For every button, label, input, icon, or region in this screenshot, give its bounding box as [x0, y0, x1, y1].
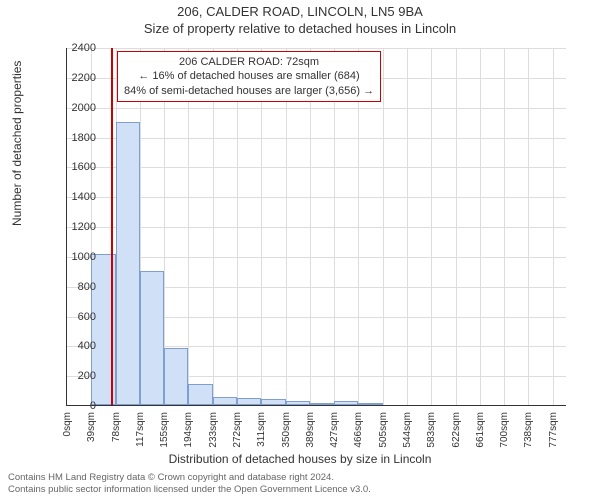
x-tick-label: 544sqm	[402, 412, 413, 448]
y-tick-label: 1600	[56, 161, 96, 173]
x-tick-label: 311sqm	[256, 412, 267, 447]
y-tick-label: 2400	[56, 42, 96, 54]
x-tick-label: 78sqm	[111, 412, 122, 442]
y-tick-label: 0	[56, 400, 96, 412]
gridline-v	[431, 48, 432, 405]
gridline-h	[67, 257, 566, 258]
histogram-bar	[237, 398, 261, 405]
y-tick-label: 600	[56, 311, 96, 323]
property-marker-line	[111, 48, 113, 405]
chart-container: 206, CALDER ROAD, LINCOLN, LN5 9BA Size …	[0, 0, 600, 500]
histogram-bar	[334, 401, 358, 405]
y-tick-label: 2000	[56, 102, 96, 114]
x-tick-label: 350sqm	[281, 412, 292, 448]
x-tick-label: 777sqm	[548, 412, 559, 448]
gridline-h	[67, 197, 566, 198]
x-tick-label: 466sqm	[353, 412, 364, 448]
x-axis-label: Distribution of detached houses by size …	[0, 452, 600, 466]
gridline-v	[456, 48, 457, 405]
histogram-bar	[310, 403, 334, 405]
info-line2: ← 16% of detached houses are smaller (68…	[124, 69, 374, 83]
x-tick-label: 117sqm	[135, 412, 146, 447]
histogram-bar	[286, 401, 310, 405]
info-line1: 206 CALDER ROAD: 72sqm	[124, 55, 374, 69]
x-tick-label: 427sqm	[329, 412, 340, 448]
page-title-line1: 206, CALDER ROAD, LINCOLN, LN5 9BA	[0, 0, 600, 19]
x-tick-label: 194sqm	[183, 412, 194, 448]
gridline-v	[407, 48, 408, 405]
x-tick-label: 700sqm	[499, 412, 510, 448]
gridline-h	[67, 138, 566, 139]
x-tick-label: 272sqm	[232, 412, 243, 448]
page-title-line2: Size of property relative to detached ho…	[0, 19, 600, 36]
y-tick-label: 2200	[56, 72, 96, 84]
x-tick-label: 505sqm	[378, 412, 389, 448]
histogram-bar	[261, 399, 285, 405]
histogram-bar	[116, 122, 140, 405]
x-tick-label: 233sqm	[208, 412, 219, 448]
x-tick-label: 0sqm	[62, 412, 73, 436]
gridline-v	[553, 48, 554, 405]
y-axis-label: Number of detached properties	[10, 61, 24, 226]
y-tick-label: 800	[56, 281, 96, 293]
x-tick-label: 622sqm	[451, 412, 462, 448]
histogram-bar	[164, 348, 188, 405]
footer-line1: Contains HM Land Registry data © Crown c…	[8, 472, 371, 484]
histogram-bar	[188, 384, 212, 405]
y-tick-label: 200	[56, 370, 96, 382]
x-tick-label: 583sqm	[426, 412, 437, 448]
y-tick-label: 1400	[56, 191, 96, 203]
x-tick-label: 661sqm	[475, 412, 486, 448]
footer-line2: Contains public sector information licen…	[8, 484, 371, 496]
info-box: 206 CALDER ROAD: 72sqm← 16% of detached …	[117, 51, 381, 102]
gridline-v	[528, 48, 529, 405]
y-tick-label: 400	[56, 340, 96, 352]
y-tick-label: 1800	[56, 132, 96, 144]
gridline-v	[383, 48, 384, 405]
gridline-h	[67, 227, 566, 228]
y-tick-label: 1200	[56, 221, 96, 233]
x-tick-label: 389sqm	[305, 412, 316, 448]
info-line3: 84% of semi-detached houses are larger (…	[124, 84, 374, 98]
gridline-h	[67, 108, 566, 109]
plot-area: 206 CALDER ROAD: 72sqm← 16% of detached …	[66, 48, 566, 406]
x-tick-label: 39sqm	[86, 412, 97, 442]
gridline-v	[504, 48, 505, 405]
histogram-bar	[213, 397, 237, 405]
x-tick-label: 738sqm	[523, 412, 534, 448]
y-tick-label: 1000	[56, 251, 96, 263]
footer-attribution: Contains HM Land Registry data © Crown c…	[8, 472, 371, 496]
histogram-bar	[358, 403, 382, 405]
x-tick-label: 155sqm	[159, 412, 170, 448]
gridline-h	[67, 48, 566, 49]
gridline-h	[67, 167, 566, 168]
histogram-bar	[140, 271, 164, 405]
gridline-v	[480, 48, 481, 405]
